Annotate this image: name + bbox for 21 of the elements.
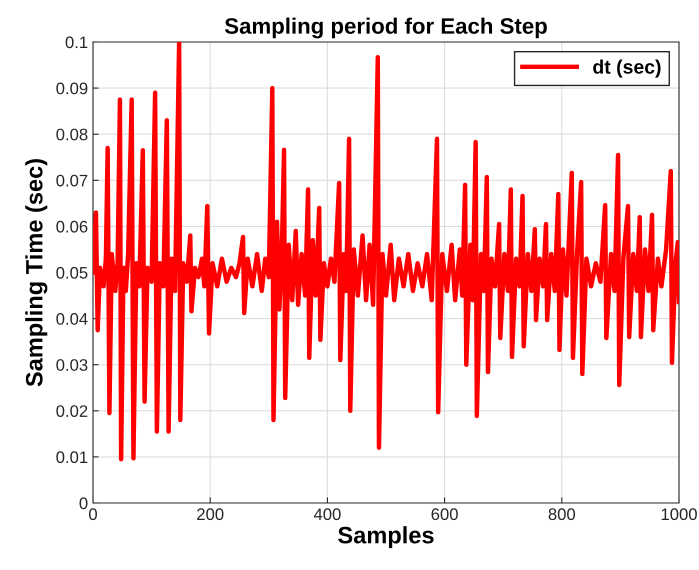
y-tick-label: 0.09 [56, 82, 88, 94]
y-tick-label: 0.04 [56, 313, 88, 325]
chart-title: Sampling period for Each Step [224, 18, 547, 38]
y-tick-label: 0.01 [56, 451, 88, 464]
y-tick-label: 0.02 [56, 405, 88, 418]
y-tick-label: 0.05 [56, 266, 88, 279]
x-tick-label: 400 [314, 508, 341, 520]
y-tick-label: 0.1 [66, 36, 88, 48]
y-tick-label: 0.03 [56, 359, 88, 371]
x-tick-label: 600 [432, 508, 458, 520]
y-tick-label: 0.06 [56, 220, 88, 233]
legend-label: dt (sec) [593, 60, 661, 78]
x-axis-title: Samples [338, 526, 434, 548]
y-tick-label: 0.08 [56, 128, 88, 140]
y-tick-label: 0 [80, 497, 88, 510]
x-tick-label: 800 [548, 508, 576, 520]
x-tick-label: 0 [89, 508, 97, 520]
y-tick-label: 0.07 [56, 174, 88, 187]
x-tick-label: 1000 [662, 508, 697, 520]
y-axis-title: Sampling Time (sec) [25, 159, 48, 386]
x-tick-label: 200 [197, 508, 224, 520]
